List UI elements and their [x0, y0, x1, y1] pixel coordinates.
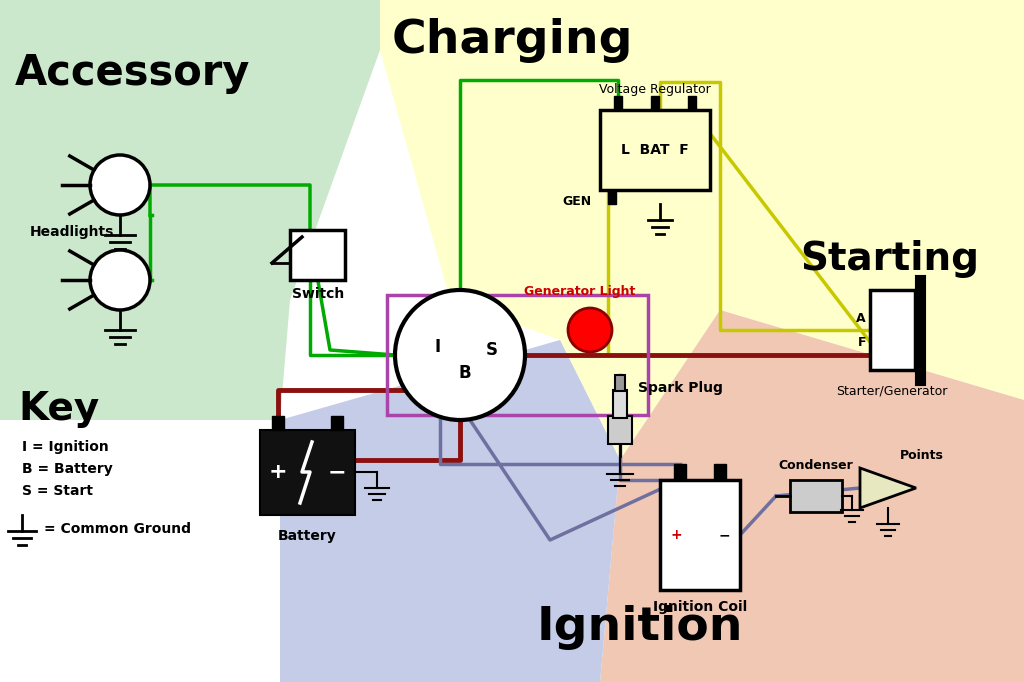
Text: Accessory: Accessory: [15, 52, 251, 94]
Text: = Common Ground: = Common Ground: [44, 522, 191, 536]
Polygon shape: [600, 310, 1024, 682]
Text: Starter/Generator: Starter/Generator: [837, 384, 947, 397]
Bar: [790, 480, 842, 512]
Polygon shape: [0, 340, 620, 682]
Bar: [870, 290, 915, 370]
Bar: [600, 110, 710, 190]
Text: Condenser: Condenser: [778, 459, 853, 472]
Bar: [613, 390, 627, 418]
Bar: [688, 96, 696, 110]
Text: Headlights: Headlights: [30, 225, 115, 239]
Polygon shape: [380, 0, 1024, 460]
Text: B: B: [459, 364, 471, 382]
Text: Ignition: Ignition: [537, 605, 743, 650]
Circle shape: [90, 155, 150, 215]
Bar: [387, 295, 648, 415]
Text: GEN: GEN: [562, 195, 591, 208]
Circle shape: [395, 290, 525, 420]
Text: Key: Key: [18, 390, 99, 428]
Text: −: −: [328, 462, 346, 482]
Circle shape: [568, 308, 612, 352]
Text: +: +: [268, 462, 288, 482]
Bar: [651, 96, 659, 110]
Text: L  BAT  F: L BAT F: [622, 143, 689, 157]
Bar: [614, 96, 622, 110]
Polygon shape: [0, 0, 380, 420]
Bar: [714, 464, 726, 480]
Bar: [608, 190, 616, 204]
Text: Starting: Starting: [801, 240, 980, 278]
Bar: [272, 416, 284, 430]
Bar: [331, 416, 343, 430]
Text: −: −: [718, 528, 730, 542]
Text: Points: Points: [900, 449, 944, 462]
Text: S: S: [486, 341, 498, 359]
Text: Generator Light: Generator Light: [524, 285, 636, 298]
Text: +: +: [670, 528, 682, 542]
Text: B = Battery: B = Battery: [22, 462, 113, 476]
Text: F: F: [857, 336, 866, 349]
Text: I: I: [435, 338, 441, 356]
Circle shape: [90, 250, 150, 310]
Bar: [608, 416, 632, 444]
Polygon shape: [0, 420, 280, 682]
Text: Switch: Switch: [292, 287, 344, 301]
Text: Ignition Coil: Ignition Coil: [653, 600, 748, 614]
Bar: [674, 464, 686, 480]
Text: Battery: Battery: [278, 529, 336, 543]
Bar: [290, 230, 345, 280]
Bar: [260, 430, 355, 515]
Text: I = Ignition: I = Ignition: [22, 440, 109, 454]
Polygon shape: [860, 468, 916, 508]
Text: Spark Plug: Spark Plug: [638, 381, 723, 395]
Bar: [615, 375, 625, 391]
Text: Charging: Charging: [391, 18, 633, 63]
Text: Voltage Regulator: Voltage Regulator: [599, 83, 711, 96]
Bar: [660, 480, 740, 590]
Text: S = Start: S = Start: [22, 484, 93, 498]
Text: A: A: [856, 312, 866, 325]
